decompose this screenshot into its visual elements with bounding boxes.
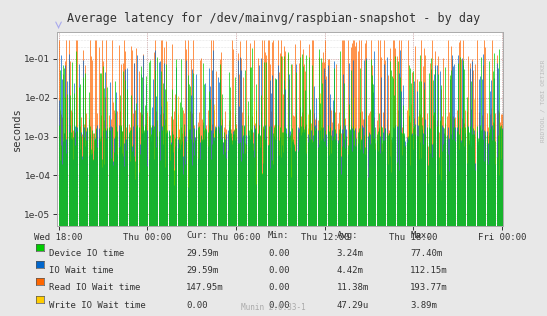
Text: Cur:: Cur:: [186, 231, 207, 240]
Text: 29.59m: 29.59m: [186, 266, 218, 275]
Text: 3.24m: 3.24m: [336, 249, 363, 258]
Text: 0.00: 0.00: [268, 283, 289, 292]
Text: Min:: Min:: [268, 231, 289, 240]
Text: 147.95m: 147.95m: [186, 283, 224, 292]
Text: RRDTOOL / TOBI OETIKER: RRDTOOL / TOBI OETIKER: [541, 60, 546, 143]
Text: Average latency for /dev/mainvg/raspbian-snapshot - by day: Average latency for /dev/mainvg/raspbian…: [67, 12, 480, 25]
Text: 193.77m: 193.77m: [410, 283, 448, 292]
Text: 0.00: 0.00: [268, 249, 289, 258]
Text: Write IO Wait time: Write IO Wait time: [49, 301, 146, 310]
Text: 3.89m: 3.89m: [410, 301, 437, 310]
Text: 77.40m: 77.40m: [410, 249, 443, 258]
Text: 0.00: 0.00: [186, 301, 207, 310]
Text: 29.59m: 29.59m: [186, 249, 218, 258]
Text: 0.00: 0.00: [268, 301, 289, 310]
Text: IO Wait time: IO Wait time: [49, 266, 114, 275]
Y-axis label: seconds: seconds: [11, 107, 21, 151]
Text: 4.42m: 4.42m: [336, 266, 363, 275]
Text: 112.15m: 112.15m: [410, 266, 448, 275]
Text: Munin 2.0.33-1: Munin 2.0.33-1: [241, 303, 306, 312]
Text: 0.00: 0.00: [268, 266, 289, 275]
Text: Device IO time: Device IO time: [49, 249, 125, 258]
Text: 47.29u: 47.29u: [336, 301, 369, 310]
Text: Max:: Max:: [410, 231, 432, 240]
Text: Avg:: Avg:: [336, 231, 358, 240]
Text: Read IO Wait time: Read IO Wait time: [49, 283, 141, 292]
Text: 11.38m: 11.38m: [336, 283, 369, 292]
